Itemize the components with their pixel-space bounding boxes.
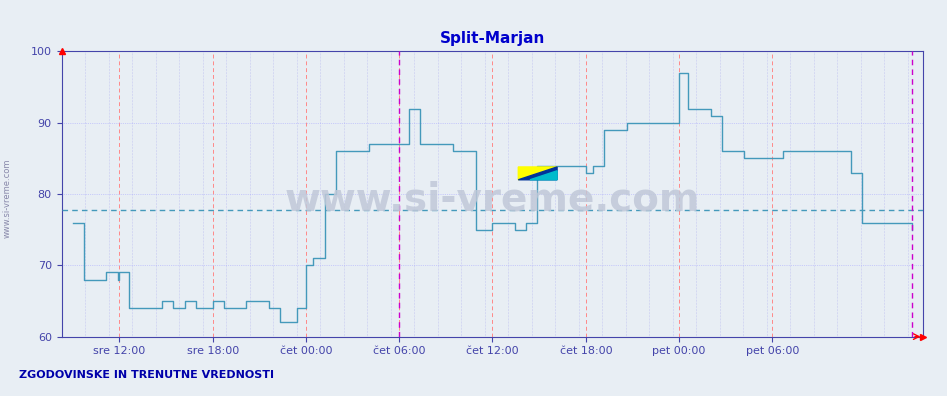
Polygon shape bbox=[518, 167, 557, 180]
Text: www.si-vreme.com: www.si-vreme.com bbox=[3, 158, 12, 238]
Text: ZGODOVINSKE IN TRENUTNE VREDNOSTI: ZGODOVINSKE IN TRENUTNE VREDNOSTI bbox=[19, 370, 274, 380]
Title: Split-Marjan: Split-Marjan bbox=[439, 31, 545, 46]
Text: www.si-vreme.com: www.si-vreme.com bbox=[285, 181, 700, 219]
Polygon shape bbox=[518, 167, 557, 180]
Polygon shape bbox=[530, 171, 557, 180]
